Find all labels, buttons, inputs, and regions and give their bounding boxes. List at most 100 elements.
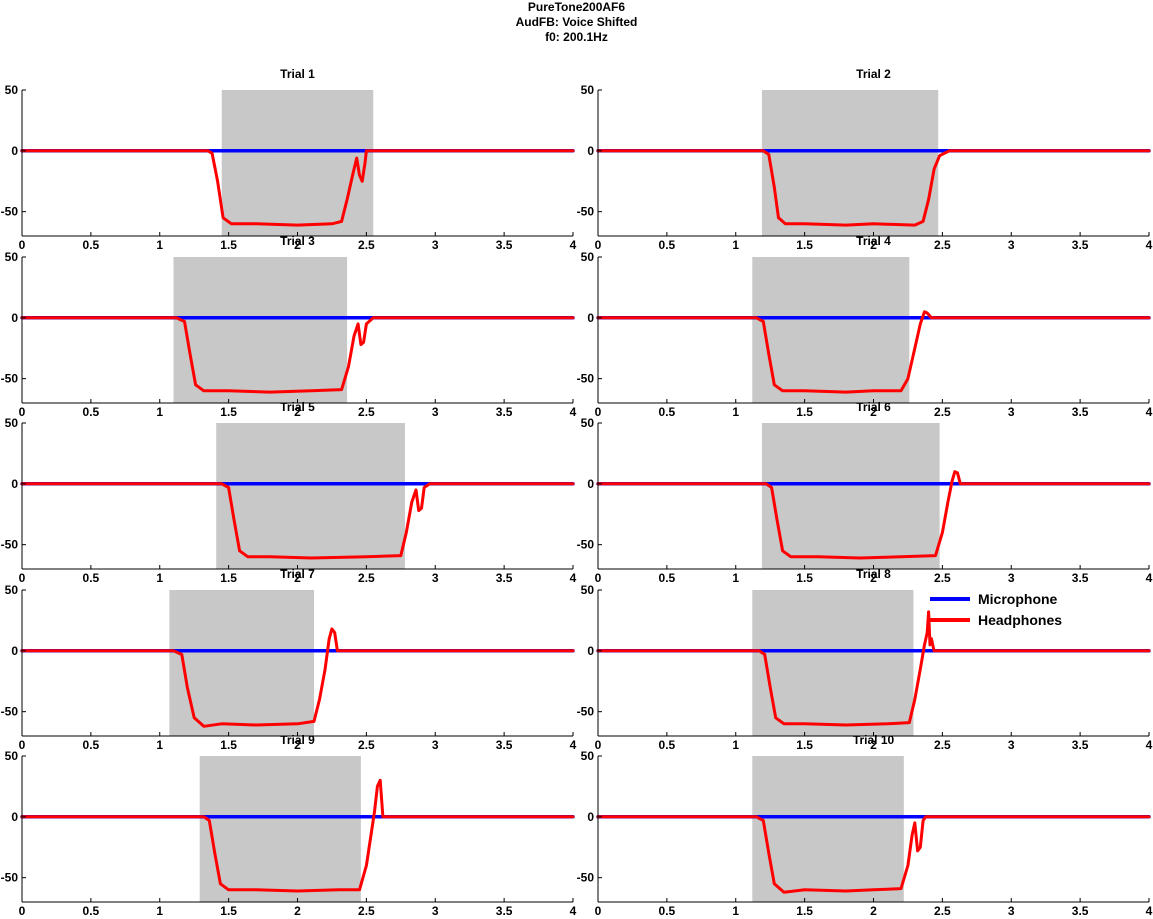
trial-2-x-tick-label: 0 (595, 238, 602, 252)
trial-5-x-tick-label: 1.5 (220, 571, 237, 585)
trial-1-x-tick-label: 4 (570, 238, 577, 252)
trial-10-x-tick-label: 4 (1146, 904, 1153, 918)
trial-8-x-tick-label: 3.5 (1072, 738, 1089, 752)
trial-7-x-tick-label: 0.5 (83, 738, 100, 752)
trial-4-x-tick-label: 0.5 (659, 405, 676, 419)
trial-6-title: Trial 6 (856, 400, 891, 414)
legend-entry-headphones: Headphones (930, 609, 1080, 630)
trial-9-x-tick-label: 0.5 (83, 904, 100, 918)
legend: Microphone Headphones (930, 588, 1080, 630)
trial-3-x-tick-label: 0.5 (83, 405, 100, 419)
trial-1-x-tick-label: 3.5 (496, 238, 513, 252)
trial-7-x-tick-label: 1.5 (220, 738, 237, 752)
trial-1-x-tick-label: 0.5 (83, 238, 100, 252)
trial-1-x-tick-label: 0 (19, 238, 26, 252)
trial-8-x-tick-label: 4 (1146, 738, 1153, 752)
trial-7-x-tick-label: 2.5 (358, 738, 375, 752)
trial-1-shaded-interval (221, 90, 374, 236)
trial-3-x-tick-label: 1.5 (220, 405, 237, 419)
trial-4-x-tick-label: 1.5 (796, 405, 813, 419)
legend-swatch-microphone (930, 596, 970, 601)
trial-3-title: Trial 3 (280, 234, 315, 248)
trial-6-x-tick-label: 0 (595, 571, 602, 585)
trial-3-x-tick-label: 3 (432, 405, 439, 419)
trial-6-y-tick-label: -50 (577, 538, 595, 552)
trial-10-x-tick-label: 1.5 (796, 904, 813, 918)
trial-2-y-tick-label: 0 (587, 144, 594, 158)
trial-3-y-tick-label: 50 (5, 250, 19, 264)
figure-title: PureTone200AF6 AudFB: Voice Shifted f0: … (0, 0, 1153, 45)
trial-2-x-tick-label: 4 (1146, 238, 1153, 252)
figure-title-line-3: f0: 200.1Hz (545, 30, 608, 44)
trial-2-y-tick-label: -50 (577, 205, 595, 219)
trial-6-x-tick-label: 2 (870, 571, 877, 585)
trial-7-y-tick-label: 0 (11, 644, 18, 658)
trial-5-y-tick-label: 50 (5, 416, 19, 430)
trial-8-line-headphones (596, 610, 1151, 727)
trial-3-x-tick-label: 2.5 (358, 405, 375, 419)
trial-5-y-tick-label: -50 (1, 538, 19, 552)
trial-7-x-tick-label: 4 (570, 738, 577, 752)
trial-6-x-tick-label: 1 (732, 571, 739, 585)
trial-1-x-tick-label: 1.5 (220, 238, 237, 252)
trial-8-x-tick-label: 2.5 (934, 738, 951, 752)
trial-2-x-tick-label: 2.5 (934, 238, 951, 252)
trial-3-line-headphones (20, 316, 575, 394)
trial-10-x-tick-label: 3 (1008, 904, 1015, 918)
trial-7-x-tick-label: 3.5 (496, 738, 513, 752)
trial-10-y-tick-label: 50 (581, 749, 595, 763)
trial-10-x-tick-label: 0 (595, 904, 602, 918)
trial-5-x-tick-label: 2.5 (358, 571, 375, 585)
trial-7-y-tick-label: 50 (5, 583, 19, 597)
legend-label-microphone: Microphone (978, 590, 1058, 607)
trial-5-title: Trial 5 (280, 400, 315, 414)
legend-label-headphones: Headphones (978, 611, 1063, 628)
trial-8-x-tick-label: 1 (732, 738, 739, 752)
trial-10-x-tick-label: 1 (732, 904, 739, 918)
trial-8-x-tick-label: 2 (870, 738, 877, 752)
trial-8-y-tick-label: -50 (577, 705, 595, 719)
trial-8-y-tick-label: 50 (581, 583, 595, 597)
trial-5-line-headphones (20, 482, 575, 560)
trial-6-x-tick-label: 3 (1008, 571, 1015, 585)
trial-5-x-tick-label: 3.5 (496, 571, 513, 585)
trial-4-x-tick-label: 1 (732, 405, 739, 419)
trial-1-y-tick-label: 0 (11, 144, 18, 158)
trial-1-line-headphones (20, 149, 575, 227)
trial-10-y-tick-label: 0 (587, 810, 594, 824)
trial-3-shaded-interval (173, 257, 348, 403)
trial-10-y-tick-label: -50 (577, 871, 595, 885)
trial-8-x-tick-label: 0.5 (659, 738, 676, 752)
trial-7-x-tick-label: 1 (156, 738, 163, 752)
trial-10-x-tick-label: 2 (870, 904, 877, 918)
trial-10-title: Trial 10 (853, 733, 895, 747)
trial-6-x-tick-label: 3.5 (1072, 571, 1089, 585)
trial-10-shaded-interval (752, 756, 904, 902)
trial-4-x-tick-label: 3 (1008, 405, 1015, 419)
trial-1-y-tick-label: 50 (5, 83, 19, 97)
trial-2-x-tick-label: 3 (1008, 238, 1015, 252)
figure-title-line-1: PureTone200AF6 (527, 0, 626, 14)
trial-2-plot: 0 0.5 1 1.5 2 2.5 3 3.5 4 50 0 -50 Trial 2 (577, 67, 1153, 252)
trial-5-x-tick-label: 4 (570, 571, 577, 585)
legend-swatch-headphones (930, 617, 970, 622)
trial-2-y-tick-label: 50 (581, 83, 595, 97)
trial-8-title: Trial 8 (856, 567, 891, 581)
trial-8-x-tick-label: 0 (595, 738, 602, 752)
trial-3-x-tick-label: 2 (294, 405, 301, 419)
trial-1-x-tick-label: 3 (432, 238, 439, 252)
figure-title-line-2: AudFB: Voice Shifted (515, 15, 638, 29)
trial-2-shaded-interval (761, 90, 939, 236)
trial-9-x-tick-label: 0 (19, 904, 26, 918)
trial-8-y-tick-label: 0 (587, 644, 594, 658)
trial-3-x-tick-label: 3.5 (496, 405, 513, 419)
trial-9-y-tick-label: 50 (5, 749, 19, 763)
trial-9-title: Trial 9 (280, 733, 315, 747)
